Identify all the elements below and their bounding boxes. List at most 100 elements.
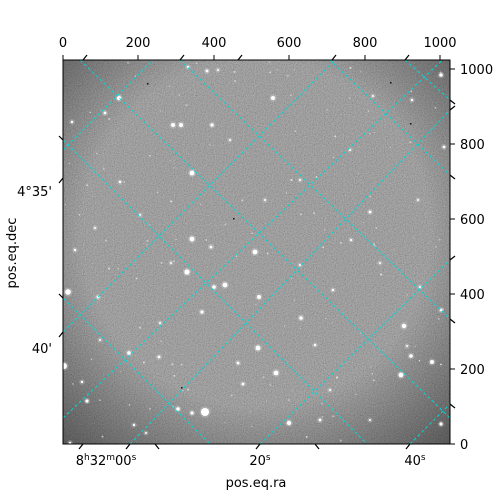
right-tick-label: 600 bbox=[460, 213, 485, 228]
ra-tick-label: 40s bbox=[404, 453, 426, 469]
faint-star bbox=[314, 160, 316, 162]
star bbox=[286, 420, 292, 426]
faint-star bbox=[290, 94, 292, 97]
faint-star bbox=[349, 66, 352, 69]
star bbox=[368, 210, 372, 214]
faint-star bbox=[321, 415, 324, 418]
faint-star bbox=[265, 400, 268, 402]
faint-star bbox=[362, 221, 364, 224]
faint-star bbox=[340, 241, 342, 244]
star bbox=[442, 145, 446, 149]
faint-star bbox=[321, 403, 323, 405]
top-tick-label: 1000 bbox=[423, 36, 456, 51]
faint-star bbox=[128, 404, 131, 406]
tick-mark bbox=[154, 443, 160, 450]
faint-star bbox=[241, 199, 244, 202]
top-tick-label: 0 bbox=[59, 36, 67, 51]
ra-tick-labels: 8h32m00s 20s 40s bbox=[76, 453, 426, 469]
faint-star bbox=[173, 260, 176, 263]
tick-mark bbox=[314, 443, 320, 450]
faint-star bbox=[123, 181, 126, 183]
star bbox=[409, 354, 413, 358]
tick-mark bbox=[449, 255, 456, 261]
faint-star bbox=[288, 399, 290, 401]
faint-star bbox=[173, 166, 175, 169]
faint-star bbox=[117, 267, 119, 270]
dark-pixel bbox=[181, 387, 183, 389]
star bbox=[139, 214, 141, 216]
faint-star bbox=[392, 249, 394, 251]
faint-star bbox=[294, 130, 297, 133]
faint-star bbox=[148, 407, 151, 410]
star bbox=[271, 96, 275, 100]
top-tick-label: 400 bbox=[202, 36, 227, 51]
right-tick-label: 0 bbox=[460, 438, 468, 453]
faint-star bbox=[99, 399, 101, 401]
faint-star bbox=[142, 361, 145, 364]
faint-star bbox=[434, 246, 437, 248]
faint-star bbox=[434, 106, 437, 109]
faint-star bbox=[389, 146, 392, 148]
faint-star bbox=[224, 223, 227, 226]
tick-mark bbox=[449, 105, 456, 111]
grid-line bbox=[63, 60, 154, 151]
star bbox=[190, 411, 194, 415]
faint-star bbox=[348, 97, 351, 100]
star bbox=[379, 262, 381, 264]
faint-star bbox=[89, 111, 91, 114]
faint-star bbox=[269, 384, 272, 387]
tick-mark bbox=[405, 443, 411, 450]
faint-star bbox=[336, 376, 339, 379]
faint-star bbox=[371, 373, 374, 375]
dec-tick-label: 40' bbox=[32, 342, 52, 357]
star bbox=[132, 423, 136, 427]
faint-star bbox=[369, 195, 372, 198]
faint-star bbox=[299, 328, 301, 330]
tick-mark bbox=[125, 443, 131, 450]
grid-line bbox=[63, 139, 368, 444]
faint-star bbox=[156, 191, 159, 194]
faint-star bbox=[173, 374, 176, 377]
faint-star bbox=[283, 325, 286, 327]
grid-line bbox=[329, 60, 450, 176]
grid-line bbox=[179, 60, 450, 320]
star bbox=[229, 139, 231, 141]
faint-star bbox=[269, 71, 272, 74]
faint-star bbox=[255, 303, 257, 306]
faint-star bbox=[209, 143, 211, 146]
star bbox=[103, 111, 107, 115]
faint-star bbox=[266, 252, 269, 255]
faint-star bbox=[195, 62, 198, 64]
dark-pixel bbox=[410, 123, 412, 125]
tick-mark bbox=[331, 54, 337, 61]
star bbox=[410, 98, 414, 102]
faint-star bbox=[135, 277, 138, 280]
faint-star bbox=[326, 109, 328, 111]
faint-star bbox=[235, 255, 238, 258]
faint-star bbox=[108, 117, 111, 120]
faint-star bbox=[233, 70, 236, 74]
faint-star bbox=[105, 239, 108, 242]
star-field bbox=[63, 61, 447, 444]
faint-star bbox=[322, 246, 324, 249]
tick-mark bbox=[58, 177, 64, 184]
star bbox=[85, 399, 89, 403]
right-tick-label: 400 bbox=[460, 288, 485, 303]
faint-star bbox=[409, 141, 412, 144]
star bbox=[222, 282, 228, 288]
faint-star bbox=[171, 363, 174, 366]
star bbox=[372, 95, 374, 97]
faint-star bbox=[160, 262, 163, 264]
faint-star bbox=[185, 104, 188, 106]
star bbox=[299, 316, 303, 320]
faint-star bbox=[251, 425, 253, 428]
faint-star bbox=[418, 359, 421, 362]
faint-star bbox=[286, 74, 289, 77]
faint-star bbox=[372, 379, 375, 382]
top-tick-label: 200 bbox=[126, 36, 151, 51]
faint-star bbox=[358, 146, 360, 148]
star bbox=[145, 432, 147, 434]
faint-star bbox=[159, 110, 162, 112]
faint-star bbox=[379, 273, 383, 276]
